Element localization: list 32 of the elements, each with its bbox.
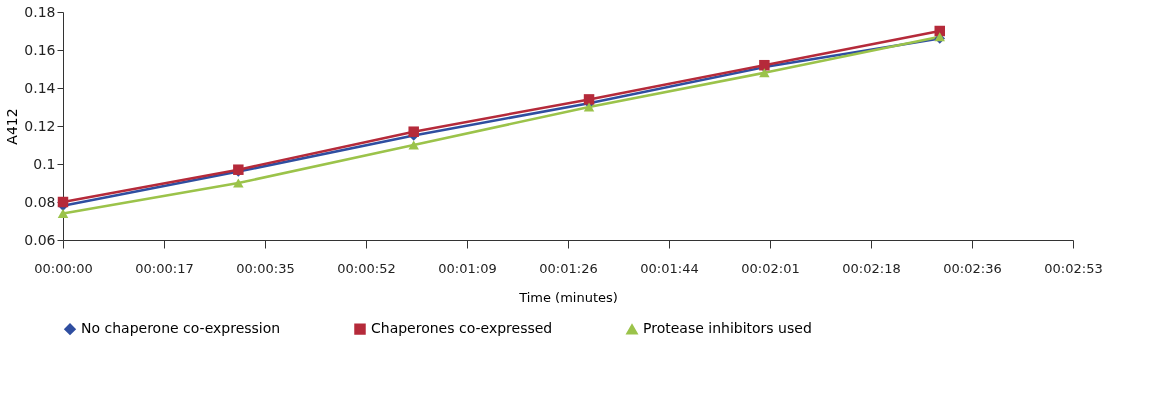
- point: [934, 25, 945, 37]
- x-tick-label: 00:00:35: [236, 260, 295, 276]
- x-tick-label: 00:02:53: [1044, 260, 1103, 276]
- point: [583, 102, 595, 112]
- x-tick-label: 00:02:01: [741, 260, 800, 276]
- y-tick-label: 0.18: [24, 3, 56, 20]
- x-tick-label: 00:01:09: [438, 260, 497, 276]
- point: [233, 178, 244, 188]
- point: [57, 196, 69, 208]
- y-tick-label: 0.1: [33, 155, 56, 172]
- x-tick-label: 00:02:36: [943, 260, 1002, 276]
- x-tick-label: 00:02:18: [842, 260, 901, 276]
- x-tick-label: 00:01:26: [539, 260, 598, 276]
- y-axis-title: A412: [4, 108, 21, 145]
- y-tick-label: 0.12: [24, 117, 56, 134]
- x-axis-title: Time (minutes): [518, 289, 618, 305]
- x-tick-label: 00:01:44: [640, 260, 699, 276]
- point: [408, 140, 419, 150]
- legend-label: Chaperones co-expressed: [371, 320, 553, 337]
- point: [57, 208, 69, 218]
- point: [408, 126, 419, 137]
- y-tick-label: 0.14: [24, 79, 56, 96]
- legend-label: Protease inhibitors used: [643, 320, 812, 337]
- x-tick-label: 00:00:52: [337, 260, 396, 276]
- point: [583, 94, 595, 105]
- y-tick-label: 0.16: [24, 41, 56, 58]
- y-tick-label: 0.08: [24, 193, 56, 210]
- legend-label: No chaperone co-expression: [81, 320, 281, 337]
- y-tick-label: 0.06: [24, 231, 56, 248]
- x-tick-label: 00:00:17: [135, 260, 194, 276]
- x-tick-label: 00:00:00: [34, 260, 93, 276]
- point: [759, 68, 770, 78]
